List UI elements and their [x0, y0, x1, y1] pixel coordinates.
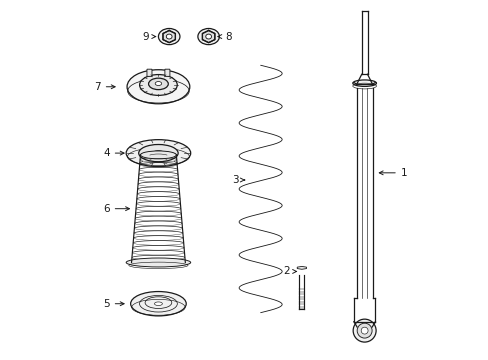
Text: 5: 5 — [103, 299, 124, 309]
Circle shape — [352, 319, 375, 342]
Ellipse shape — [139, 75, 177, 95]
Text: 7: 7 — [94, 82, 115, 92]
Ellipse shape — [126, 140, 190, 167]
Ellipse shape — [139, 144, 178, 162]
FancyBboxPatch shape — [147, 69, 152, 76]
Ellipse shape — [198, 28, 219, 45]
Ellipse shape — [126, 258, 190, 267]
Polygon shape — [297, 266, 306, 269]
Circle shape — [356, 323, 371, 338]
Polygon shape — [202, 31, 214, 42]
Circle shape — [361, 327, 367, 334]
Ellipse shape — [148, 78, 168, 90]
Ellipse shape — [352, 80, 376, 86]
Text: 9: 9 — [142, 32, 155, 41]
Text: 6: 6 — [103, 204, 129, 214]
Ellipse shape — [154, 302, 162, 306]
Text: 2: 2 — [283, 266, 296, 276]
Ellipse shape — [153, 150, 163, 156]
Ellipse shape — [158, 28, 180, 45]
Text: 3: 3 — [232, 175, 244, 185]
Ellipse shape — [127, 70, 189, 104]
FancyBboxPatch shape — [164, 69, 169, 76]
Text: 4: 4 — [103, 148, 124, 158]
Ellipse shape — [130, 292, 186, 316]
Polygon shape — [163, 31, 175, 42]
Text: 1: 1 — [379, 168, 407, 178]
Text: 8: 8 — [218, 32, 231, 41]
Ellipse shape — [166, 34, 172, 39]
Ellipse shape — [155, 82, 162, 86]
Ellipse shape — [140, 151, 176, 159]
Ellipse shape — [205, 34, 211, 39]
